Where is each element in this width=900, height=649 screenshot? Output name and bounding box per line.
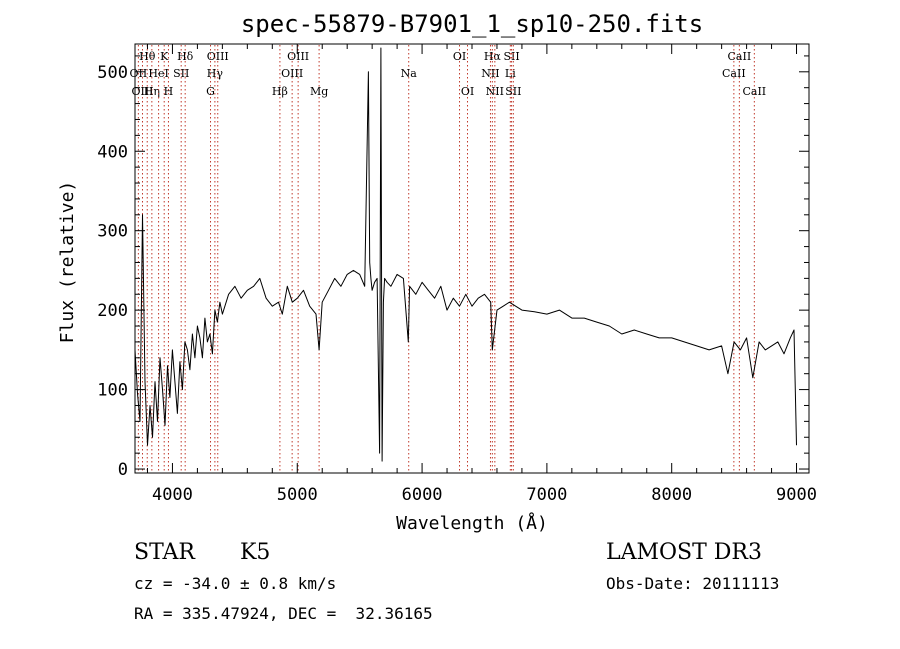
spectrum-series (134, 47, 797, 462)
line-label: OIII (207, 50, 229, 63)
object-subclass: K5 (240, 540, 271, 565)
line-label: CaII (722, 67, 746, 80)
y-tick-label: 100 (97, 381, 128, 401)
y-tick-label: 500 (97, 63, 128, 83)
line-label: OIII (281, 67, 303, 80)
survey-name: LAMOST DR3 (606, 540, 762, 565)
y-tick-label: 300 (97, 222, 128, 242)
line-label: OI (461, 85, 474, 98)
line-label: Li (505, 67, 516, 80)
redshift-velocity: cz = -34.0 ± 0.8 km/s (134, 574, 337, 593)
line-label: OII (130, 67, 148, 80)
line-label: Hθ (139, 50, 156, 63)
line-label: H (164, 85, 174, 98)
line-label: SII (503, 50, 519, 63)
line-label: Hα (484, 50, 502, 63)
line-label: NII (486, 85, 504, 98)
x-axis-label: Wavelength (Å) (396, 512, 548, 534)
y-axis-label: Flux (relative) (57, 181, 78, 344)
plot-frame (134, 43, 810, 474)
observation-date: Obs-Date: 20111113 (606, 574, 780, 593)
chart-title: spec-55879-B7901_1_sp10-250.fits (241, 10, 703, 38)
line-label: Mg (310, 85, 328, 98)
coordinates: RA = 335.47924, DEC = 32.36165 (134, 604, 433, 623)
line-label: Hβ (272, 85, 288, 98)
object-class: STAR (134, 540, 195, 565)
line-label: HeI (148, 67, 168, 80)
axes: 4000 5000 6000 7000 8000 9000 0 100 200 300 400 500 (97, 44, 817, 505)
line-label: K (160, 50, 169, 63)
x-tick-label: 5000 (277, 485, 318, 505)
y-tick-label: 400 (97, 142, 128, 162)
line-label: OI (453, 50, 466, 63)
y-tick-label: 0 (118, 460, 128, 480)
x-tick-label: 8000 (651, 485, 692, 505)
line-label: Na (401, 67, 418, 80)
spectrum-line (134, 47, 797, 462)
x-tick-label: 7000 (526, 485, 567, 505)
spectrum-chart: spec-55879-B7901_1_sp10-250.fits Hθ OII OI… (57, 10, 817, 534)
line-label: G (206, 85, 215, 98)
x-tick-label: 4000 (152, 485, 193, 505)
line-label: SII (173, 67, 189, 80)
line-label: Hη (144, 85, 160, 98)
line-label: SII (505, 85, 521, 98)
line-label: CaII (728, 50, 752, 63)
line-label: Hδ (177, 50, 194, 63)
line-label: Hγ (207, 67, 224, 80)
line-label: OIII (131, 85, 153, 98)
line-label: OIII (287, 50, 309, 63)
line-label: NII (481, 67, 499, 80)
x-tick-label: 6000 (402, 485, 443, 505)
y-tick-label: 200 (97, 301, 128, 321)
x-tick-label: 9000 (776, 485, 817, 505)
line-label: CaII (742, 85, 766, 98)
